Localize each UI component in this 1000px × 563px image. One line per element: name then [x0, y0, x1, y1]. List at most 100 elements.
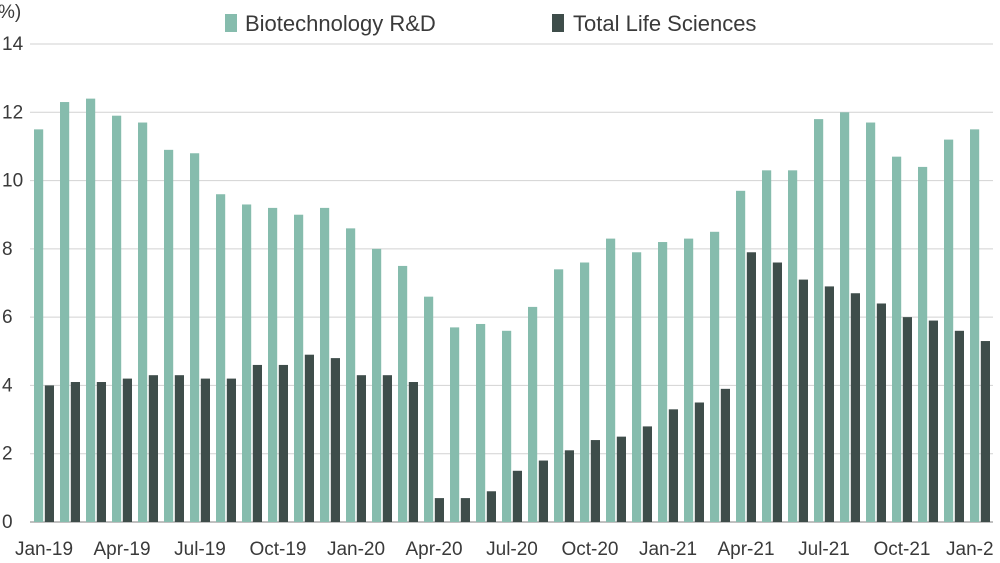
bar-total-life-sciences-oct-21 [902, 317, 912, 522]
bar-biotechnology-r-d-jul-19 [190, 153, 200, 522]
bar-total-life-sciences-nov-21 [928, 320, 938, 522]
y-tick-label: 12 [2, 102, 23, 123]
bar-biotechnology-r-d-oct-20 [580, 262, 590, 522]
bar-total-life-sciences-dec-21 [954, 330, 964, 522]
bar-total-life-sciences-sep-21 [876, 303, 886, 522]
x-tick-label: Jan-19 [15, 539, 73, 560]
legend-label-total-life-sciences: Total Life Sciences [573, 11, 756, 36]
bar-total-life-sciences-may-21 [772, 262, 782, 522]
bar-biotechnology-r-d-aug-20 [528, 306, 538, 522]
bar-biotechnology-r-d-jun-21 [788, 170, 798, 522]
bar-biotechnology-r-d-aug-19 [216, 194, 226, 523]
bar-biotechnology-r-d-feb-20 [372, 248, 382, 523]
bar-biotechnology-r-d-mar-20 [398, 265, 408, 522]
bar-biotechnology-r-d-jul-20 [502, 330, 512, 522]
bar-total-life-sciences-mar-21 [720, 388, 730, 522]
bar-total-life-sciences-dec-20 [642, 426, 652, 522]
bar-biotechnology-r-d-oct-19 [268, 207, 278, 522]
legend-swatch-biotechnology [225, 14, 237, 32]
bar-biotechnology-r-d-mar-19 [86, 98, 96, 522]
bar-biotechnology-r-d-apr-20 [424, 296, 434, 522]
bar-total-life-sciences-jan-19 [44, 385, 54, 522]
bar-biotechnology-r-d-aug-21 [840, 112, 850, 522]
y-tick-label: 14 [2, 34, 24, 55]
bar-biotechnology-r-d-jan-19 [34, 129, 44, 523]
bar-biotechnology-r-d-may-19 [138, 122, 148, 522]
bar-total-life-sciences-may-20 [460, 498, 470, 522]
bar-biotechnology-r-d-feb-21 [684, 238, 694, 523]
legend-label-biotechnology: Biotechnology R&D [245, 11, 436, 36]
x-tick-label: Jul-19 [174, 539, 226, 560]
bar-biotechnology-r-d-jan-21 [658, 242, 668, 522]
bar-total-life-sciences-jan-20 [356, 375, 366, 522]
y-tick-label: 0 [2, 512, 13, 533]
bar-total-life-sciences-dec-19 [330, 358, 340, 522]
x-tick-label: Apr-21 [717, 539, 774, 560]
bar-total-life-sciences-mar-19 [96, 382, 106, 522]
bar-biotechnology-r-d-sep-19 [242, 204, 252, 522]
x-tick-label: Jul-21 [798, 539, 850, 560]
bar-total-life-sciences-jul-21 [824, 286, 834, 522]
x-tick-label: Jan-20 [327, 539, 385, 560]
bar-biotechnology-r-d-nov-20 [606, 238, 616, 523]
x-axis-ticks: Jan-19 Apr-19 Jul-19 Oct-19 Jan-20 Apr-20 Jul-… [15, 539, 994, 560]
bar-biotechnology-r-d-apr-21 [736, 190, 746, 522]
x-tick-label: Jan-2 [946, 539, 994, 560]
bar-total-life-sciences-feb-19 [70, 382, 80, 522]
y-tick-label: 10 [2, 171, 23, 192]
bar-total-life-sciences-oct-20 [590, 440, 600, 522]
bar-total-life-sciences-oct-19 [278, 364, 288, 522]
bar-total-life-sciences-aug-21 [850, 293, 860, 522]
x-tick-label: Oct-20 [561, 539, 618, 560]
y-axis-label: %) [0, 2, 21, 23]
bar-total-life-sciences-aug-20 [538, 460, 548, 522]
bar-biotechnology-r-d-oct-21 [892, 156, 902, 523]
bar-biotechnology-r-d-dec-20 [632, 252, 642, 522]
bar-biotechnology-r-d-dec-19 [320, 207, 330, 522]
x-tick-label: Apr-19 [93, 539, 150, 560]
bar-biotechnology-r-d-may-20 [450, 327, 460, 522]
x-tick-label: Jan-21 [639, 539, 697, 560]
bar-biotechnology-r-d-sep-20 [554, 269, 564, 522]
bar-total-life-sciences-jan-22 [980, 341, 990, 522]
bar-total-life-sciences-apr-19 [122, 378, 132, 522]
bar-biotechnology-r-d-jan-20 [346, 228, 356, 522]
y-tick-label: 2 [2, 444, 13, 465]
bar-biotechnology-r-d-nov-19 [294, 214, 304, 522]
bar-biotechnology-r-d-feb-19 [60, 102, 70, 522]
bar-total-life-sciences-mar-20 [408, 382, 418, 522]
x-tick-label: Oct-19 [249, 539, 306, 560]
bar-biotechnology-r-d-jun-19 [164, 149, 174, 522]
bar-total-life-sciences-jul-19 [200, 378, 210, 522]
y-axis-ticks: 0 2 4 6 8 10 12 14 [2, 34, 24, 533]
bar-total-life-sciences-feb-21 [694, 402, 704, 522]
legend-swatch-total-life-sciences [552, 14, 564, 32]
bar-total-life-sciences-jun-21 [798, 279, 808, 522]
bar-biotechnology-r-d-dec-21 [944, 139, 954, 522]
x-tick-label: Apr-20 [405, 539, 462, 560]
bar-biotechnology-r-d-mar-21 [710, 231, 720, 523]
bar-total-life-sciences-nov-20 [616, 436, 626, 522]
bar-total-life-sciences-apr-20 [434, 498, 444, 522]
legend: Biotechnology R&D Total Life Sciences [225, 11, 756, 36]
bar-total-life-sciences-aug-19 [226, 378, 236, 522]
bar-total-life-sciences-apr-21 [746, 252, 756, 522]
bar-biotechnology-r-d-may-21 [762, 170, 772, 522]
x-tick-label: Jul-20 [486, 539, 538, 560]
bar-biotechnology-r-d-nov-21 [918, 166, 928, 522]
y-tick-label: 6 [2, 307, 13, 328]
bar-total-life-sciences-jul-20 [512, 470, 522, 522]
y-tick-label: 8 [2, 239, 13, 260]
bar-total-life-sciences-sep-20 [564, 450, 574, 522]
bar-total-life-sciences-jun-20 [486, 491, 496, 522]
bar-biotechnology-r-d-apr-19 [112, 115, 122, 522]
bar-total-life-sciences-feb-20 [382, 375, 392, 522]
bar-biotechnology-r-d-jul-21 [814, 119, 824, 523]
bar-biotechnology-r-d-sep-21 [866, 122, 876, 522]
bar-biotechnology-r-d-jan-22 [970, 129, 980, 523]
y-tick-label: 4 [2, 375, 13, 396]
bars [34, 98, 990, 523]
bar-total-life-sciences-may-19 [148, 375, 158, 522]
bar-total-life-sciences-nov-19 [304, 354, 314, 522]
